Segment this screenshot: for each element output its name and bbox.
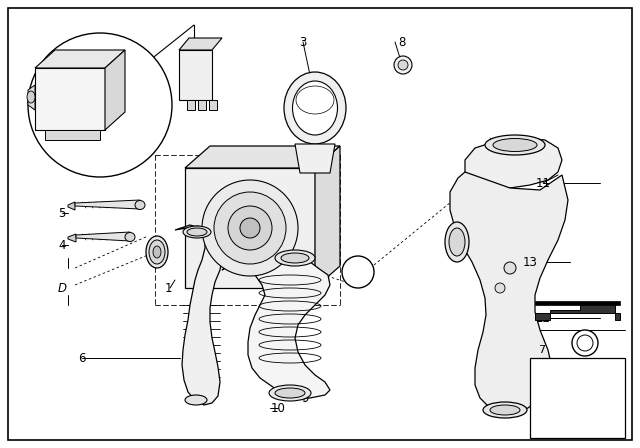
Polygon shape bbox=[68, 234, 76, 242]
Polygon shape bbox=[28, 85, 35, 110]
Polygon shape bbox=[35, 68, 105, 130]
Bar bbox=[535, 301, 620, 305]
Text: 8: 8 bbox=[398, 35, 406, 48]
Ellipse shape bbox=[187, 228, 207, 236]
Circle shape bbox=[398, 60, 408, 70]
Polygon shape bbox=[76, 232, 130, 241]
Ellipse shape bbox=[185, 395, 207, 405]
Ellipse shape bbox=[485, 135, 545, 155]
Circle shape bbox=[504, 262, 516, 274]
Ellipse shape bbox=[149, 240, 165, 264]
Polygon shape bbox=[179, 38, 222, 50]
Text: 7: 7 bbox=[354, 266, 362, 279]
Ellipse shape bbox=[281, 253, 309, 263]
Ellipse shape bbox=[483, 402, 527, 418]
Polygon shape bbox=[465, 138, 562, 188]
Text: 10: 10 bbox=[271, 401, 285, 414]
Text: 1: 1 bbox=[164, 281, 172, 294]
Text: 7: 7 bbox=[538, 345, 545, 355]
Polygon shape bbox=[315, 146, 340, 288]
Ellipse shape bbox=[490, 405, 520, 415]
Circle shape bbox=[202, 180, 298, 276]
Ellipse shape bbox=[269, 385, 311, 401]
Text: 3: 3 bbox=[300, 35, 307, 48]
Circle shape bbox=[572, 330, 598, 356]
Polygon shape bbox=[450, 172, 568, 412]
Polygon shape bbox=[209, 100, 217, 110]
Circle shape bbox=[342, 256, 374, 288]
Circle shape bbox=[240, 218, 260, 238]
Polygon shape bbox=[45, 130, 100, 140]
Ellipse shape bbox=[449, 228, 465, 256]
Polygon shape bbox=[295, 144, 335, 173]
Text: 11: 11 bbox=[536, 177, 550, 190]
Ellipse shape bbox=[146, 236, 168, 268]
Polygon shape bbox=[222, 248, 330, 398]
Polygon shape bbox=[35, 50, 125, 68]
Text: 7: 7 bbox=[355, 266, 362, 279]
Text: 4: 4 bbox=[58, 238, 66, 251]
Ellipse shape bbox=[445, 222, 469, 262]
Ellipse shape bbox=[284, 72, 346, 144]
Ellipse shape bbox=[27, 91, 35, 103]
Circle shape bbox=[214, 192, 286, 264]
Text: 13: 13 bbox=[523, 255, 538, 268]
Polygon shape bbox=[105, 50, 125, 130]
Text: 2: 2 bbox=[204, 48, 212, 61]
Circle shape bbox=[228, 206, 272, 250]
Text: 6: 6 bbox=[78, 352, 86, 365]
Ellipse shape bbox=[275, 250, 315, 266]
Polygon shape bbox=[185, 146, 340, 168]
Polygon shape bbox=[68, 202, 75, 210]
Polygon shape bbox=[198, 100, 206, 110]
Circle shape bbox=[394, 56, 412, 74]
Text: 5: 5 bbox=[58, 207, 66, 220]
Ellipse shape bbox=[135, 201, 145, 210]
Polygon shape bbox=[75, 200, 140, 209]
Polygon shape bbox=[185, 168, 315, 288]
Ellipse shape bbox=[125, 233, 135, 241]
Circle shape bbox=[495, 283, 505, 293]
Polygon shape bbox=[179, 50, 212, 100]
Text: 12: 12 bbox=[536, 311, 550, 324]
Ellipse shape bbox=[493, 138, 537, 151]
Text: 9: 9 bbox=[301, 392, 308, 405]
Circle shape bbox=[28, 33, 172, 177]
Polygon shape bbox=[175, 225, 222, 405]
Text: 001515.30: 001515.30 bbox=[555, 427, 600, 436]
Polygon shape bbox=[187, 100, 195, 110]
Ellipse shape bbox=[153, 246, 161, 258]
Polygon shape bbox=[535, 303, 620, 320]
Ellipse shape bbox=[183, 226, 211, 238]
Ellipse shape bbox=[275, 388, 305, 398]
Text: D: D bbox=[58, 281, 67, 294]
Bar bbox=[530, 358, 625, 438]
Ellipse shape bbox=[292, 81, 337, 135]
